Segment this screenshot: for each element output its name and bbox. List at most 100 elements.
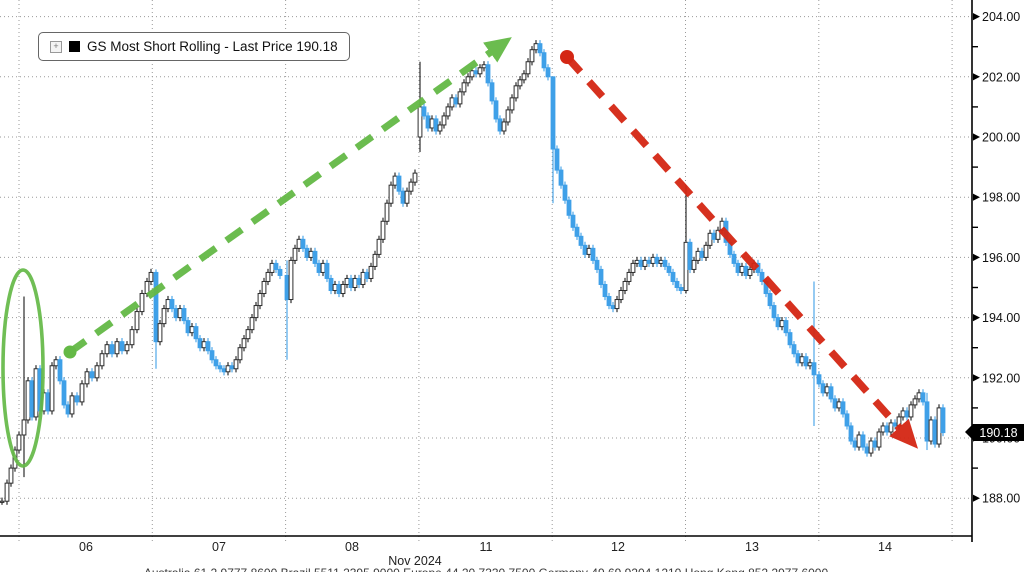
y-tick-arrow [973,494,980,502]
y-tick-arrow [973,133,980,141]
candle-body [380,220,386,240]
candle-body [65,404,71,415]
candle-body [759,271,765,282]
candle-body [533,43,539,51]
candle-body [296,238,302,249]
candle-body [273,262,279,270]
candle-body [209,350,215,361]
candle-body [658,259,664,264]
candle-body [622,280,628,292]
candle-body [807,362,813,367]
candle-body [320,262,326,273]
candle-body [225,365,231,373]
candle-body [860,434,866,448]
candle-body [489,82,495,102]
x-axis-date-label: 14 [878,540,892,554]
candle-body [169,299,175,310]
candle-body [626,271,632,282]
candle-body [541,52,547,69]
candle-body [525,61,531,75]
candle-body [529,49,535,63]
candle-body [912,398,918,406]
candle-body [139,293,145,313]
candle-body [598,268,604,285]
candle-body [715,229,721,240]
candle-body [614,299,620,310]
candle-body [767,293,773,307]
candle-body [79,383,85,403]
candle-body [245,329,251,340]
candle-body [606,296,612,307]
candle-body [517,79,523,87]
candle-body [618,290,624,301]
candle-body [21,419,27,436]
series-legend-label: GS Most Short Rolling - Last Price 190.1… [87,39,338,54]
candle-body [292,247,298,261]
candle-body [433,118,439,132]
candle-body [84,371,90,385]
candle-body [634,259,640,264]
candle-body [791,344,797,355]
candle-body [610,305,616,310]
candle-body [288,259,294,301]
legend-expand-icon[interactable]: + [50,40,62,53]
axis-labels: 188.00190.00192.00194.00196.00198.00200.… [79,10,1020,554]
candle-body [465,76,471,84]
candle-body [695,250,701,261]
candle-body [803,356,809,367]
candle-body [932,419,938,445]
candle-body [205,341,211,352]
candle-body [213,359,219,367]
candle-body [771,305,777,319]
candle-body [904,410,910,418]
candle-body [670,271,676,282]
y-axis-label: 204.00 [982,10,1020,24]
candle-body [449,97,455,108]
candle-body [372,253,378,267]
candle-body [461,82,467,93]
candle-body [33,368,39,418]
y-axis-label: 196.00 [982,251,1020,265]
candle-body [104,344,110,355]
candle-body [594,259,600,270]
candle-body [691,259,697,270]
up-trend-arrow [67,37,512,355]
candle-body [743,265,749,276]
highlight-ellipse [1,268,45,468]
axes [0,0,980,542]
candle-body [61,380,67,406]
candle-body [109,344,115,355]
candle-body [114,341,120,355]
series-legend[interactable]: + GS Most Short Rolling - Last Price 190… [38,32,350,61]
candle-body [558,169,564,186]
candle-body [421,106,427,117]
candle-body [707,232,713,246]
candle-body [868,440,874,454]
candle-body [368,265,374,279]
candle-body [824,386,830,394]
candle-body [400,190,406,204]
candle-body [856,434,862,448]
candle-body [779,320,785,328]
last-price-badge: 190.18 [965,424,1024,442]
candle-body [134,311,140,331]
candle-body [396,175,402,192]
candle-body [469,70,475,78]
candle-body [477,67,483,75]
down-trend-arrow [564,54,919,449]
candle-body [521,73,527,81]
candle-body [261,280,267,295]
candle-body [340,283,346,295]
candle-body [69,395,75,415]
y-tick-arrow [973,314,980,322]
candle-body [197,338,203,349]
candle-body [832,398,838,409]
candle-body [201,341,207,349]
candle-body [16,434,22,451]
y-tick-arrow [973,13,980,21]
candle-body [189,326,195,334]
candle-body [884,425,890,433]
candle-body [505,109,511,123]
